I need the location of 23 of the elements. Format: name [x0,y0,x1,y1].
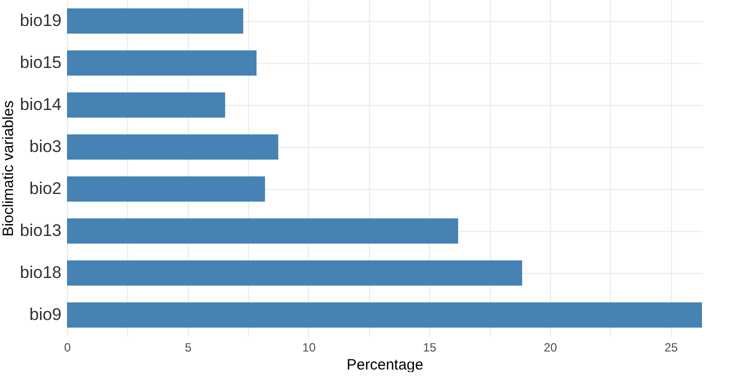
bar [67,8,244,34]
y-tick-label: bio2 [29,179,62,198]
bar [67,134,278,160]
bar [67,92,226,118]
y-tick-label: bio3 [29,137,62,156]
bar [67,176,265,202]
y-tick-label: bio13 [20,221,62,240]
bar [67,260,522,286]
y-tick-label: bio15 [20,53,62,72]
x-tick-label: 5 [184,340,192,354]
x-tick-label: 25 [664,340,678,354]
y-axis-title: Bioclimatic variables [0,100,17,236]
y-tick-label: bio19 [20,11,62,30]
y-tick-label: bio18 [20,263,62,282]
bar [67,50,257,76]
x-tick-label: 20 [544,340,558,354]
y-tick-label: bio14 [20,95,62,114]
x-tick-label: 10 [302,340,316,354]
bar [67,218,458,244]
x-tick-label: 15 [422,340,437,354]
bar [67,302,702,328]
y-tick-label: bio9 [29,305,62,324]
x-tick-label: 0 [64,340,72,354]
